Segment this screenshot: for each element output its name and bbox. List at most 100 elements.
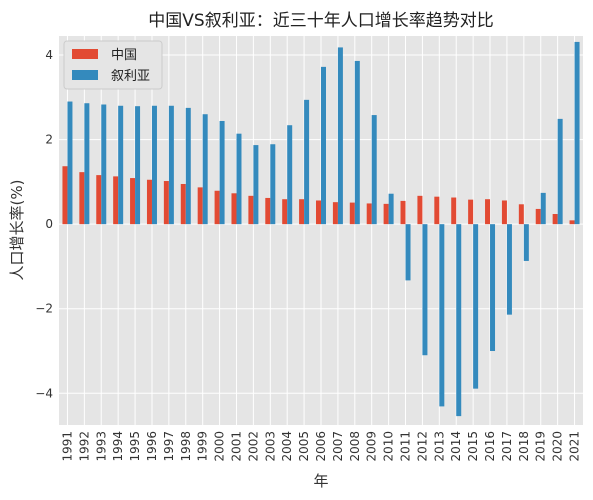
bar-syria-2009 bbox=[371, 115, 377, 225]
bar-syria-2013 bbox=[439, 224, 445, 407]
bar-syria-2004 bbox=[287, 125, 293, 225]
legend-label-syria: 叙利亚 bbox=[111, 69, 150, 84]
x-tick-label-2012: 2012 bbox=[415, 431, 429, 462]
bar-syria-1996 bbox=[151, 105, 157, 225]
legend-label-china: 中国 bbox=[111, 48, 137, 63]
bar-syria-2002 bbox=[253, 145, 259, 225]
x-tick-label-2006: 2006 bbox=[314, 431, 328, 462]
x-tick-label-2020: 2020 bbox=[551, 431, 565, 462]
y-axis-label: 人口增长率(%) bbox=[8, 180, 26, 281]
x-tick-label-1993: 1993 bbox=[94, 431, 108, 462]
x-tick-label-2018: 2018 bbox=[517, 431, 531, 462]
x-tick-label-2002: 2002 bbox=[246, 431, 260, 462]
bar-china-1993 bbox=[96, 175, 102, 225]
x-tick-label-2005: 2005 bbox=[297, 431, 311, 462]
bars bbox=[62, 41, 580, 417]
bar-china-2009 bbox=[366, 203, 372, 225]
x-tick-label-2000: 2000 bbox=[213, 431, 227, 462]
bar-china-2014 bbox=[451, 197, 457, 225]
x-tick-label-1998: 1998 bbox=[179, 431, 193, 462]
bar-syria-2008 bbox=[354, 60, 360, 225]
x-tick-label-2019: 2019 bbox=[534, 431, 548, 462]
bar-china-1996 bbox=[146, 179, 152, 225]
y-tick-labels: −4 −2 0 2 4 bbox=[35, 48, 53, 400]
bar-syria-1993 bbox=[101, 104, 107, 225]
bar-syria-1998 bbox=[185, 107, 191, 225]
x-tick-label-2001: 2001 bbox=[229, 431, 243, 462]
x-tick-label-2017: 2017 bbox=[500, 431, 514, 462]
bar-china-1995 bbox=[130, 178, 136, 225]
x-tick-label-1995: 1995 bbox=[128, 431, 142, 462]
bar-china-2012 bbox=[417, 195, 423, 225]
x-tick-label-1994: 1994 bbox=[111, 431, 125, 462]
bar-syria-2018 bbox=[523, 224, 529, 261]
bar-china-1997 bbox=[163, 181, 169, 225]
bar-china-2002 bbox=[248, 195, 254, 225]
bar-syria-2007 bbox=[337, 47, 343, 225]
bar-china-2000 bbox=[214, 190, 220, 225]
legend: 中国 叙利亚 bbox=[63, 40, 163, 90]
bar-syria-1997 bbox=[168, 105, 174, 225]
bar-syria-2006 bbox=[321, 66, 326, 225]
x-tick-label-2014: 2014 bbox=[449, 431, 463, 462]
chart-title: 中国VS叙利亚：近三十年人口增长率趋势对比 bbox=[148, 11, 493, 31]
bar-syria-2001 bbox=[236, 133, 242, 225]
x-tick-label-1999: 1999 bbox=[196, 431, 210, 462]
bar-china-2010 bbox=[383, 203, 389, 225]
x-tick-label-2015: 2015 bbox=[466, 431, 480, 462]
bar-syria-2021 bbox=[574, 41, 580, 225]
bar-syria-2012 bbox=[422, 224, 428, 356]
bar-syria-2005 bbox=[304, 99, 310, 225]
x-tick-label-2007: 2007 bbox=[331, 431, 345, 462]
bar-syria-2015 bbox=[473, 224, 479, 389]
bar-china-2013 bbox=[434, 196, 440, 225]
x-tick-label-2011: 2011 bbox=[399, 431, 413, 462]
bar-china-2008 bbox=[349, 202, 355, 225]
x-tick-label-2010: 2010 bbox=[382, 431, 396, 462]
bar-china-2003 bbox=[265, 197, 271, 225]
x-tick-label-1997: 1997 bbox=[162, 431, 176, 462]
bar-china-2019 bbox=[535, 208, 541, 225]
grid-lines bbox=[59, 36, 583, 425]
x-tick-label-1996: 1996 bbox=[145, 431, 159, 462]
bar-syria-2011 bbox=[405, 224, 411, 281]
bar-china-2004 bbox=[282, 199, 288, 225]
bar-syria-2010 bbox=[388, 193, 394, 225]
bar-syria-2014 bbox=[456, 224, 462, 417]
bar-syria-2017 bbox=[506, 224, 512, 315]
x-tick-label-2021: 2021 bbox=[568, 431, 582, 462]
bar-syria-2003 bbox=[270, 144, 276, 225]
bar-syria-1999 bbox=[202, 114, 208, 225]
x-tick-label-2004: 2004 bbox=[280, 431, 294, 462]
bar-syria-2000 bbox=[219, 120, 225, 225]
y-tick-label: −4 bbox=[35, 386, 53, 400]
bar-china-2017 bbox=[501, 200, 507, 225]
bar-china-2021 bbox=[569, 220, 575, 225]
bar-syria-1995 bbox=[135, 106, 141, 225]
x-tick-label-2008: 2008 bbox=[348, 431, 362, 462]
bar-china-1992 bbox=[79, 172, 85, 225]
bar-china-1998 bbox=[180, 183, 186, 225]
bar-syria-2019 bbox=[540, 192, 546, 225]
x-tick-label-2013: 2013 bbox=[432, 431, 446, 462]
y-tick-label: 2 bbox=[45, 133, 53, 147]
x-tick-label-2016: 2016 bbox=[483, 431, 497, 462]
bar-china-2016 bbox=[485, 199, 491, 225]
bar-china-1999 bbox=[197, 187, 203, 225]
bar-china-2011 bbox=[400, 200, 406, 225]
bar-china-1991 bbox=[62, 166, 68, 225]
legend-swatch-china bbox=[72, 49, 98, 59]
y-tick-label: −2 bbox=[35, 302, 53, 316]
bar-china-2020 bbox=[552, 214, 558, 225]
x-tick-label-2003: 2003 bbox=[263, 431, 277, 462]
bar-syria-2016 bbox=[490, 224, 496, 352]
x-tick-label-1992: 1992 bbox=[77, 431, 91, 462]
bar-syria-1992 bbox=[84, 103, 90, 225]
bar-china-2007 bbox=[332, 202, 338, 225]
bar-china-2006 bbox=[316, 200, 321, 225]
bar-syria-2020 bbox=[557, 118, 563, 225]
y-tick-label: 0 bbox=[45, 217, 53, 231]
bar-china-2015 bbox=[468, 199, 474, 225]
bar-syria-1991 bbox=[67, 101, 73, 225]
